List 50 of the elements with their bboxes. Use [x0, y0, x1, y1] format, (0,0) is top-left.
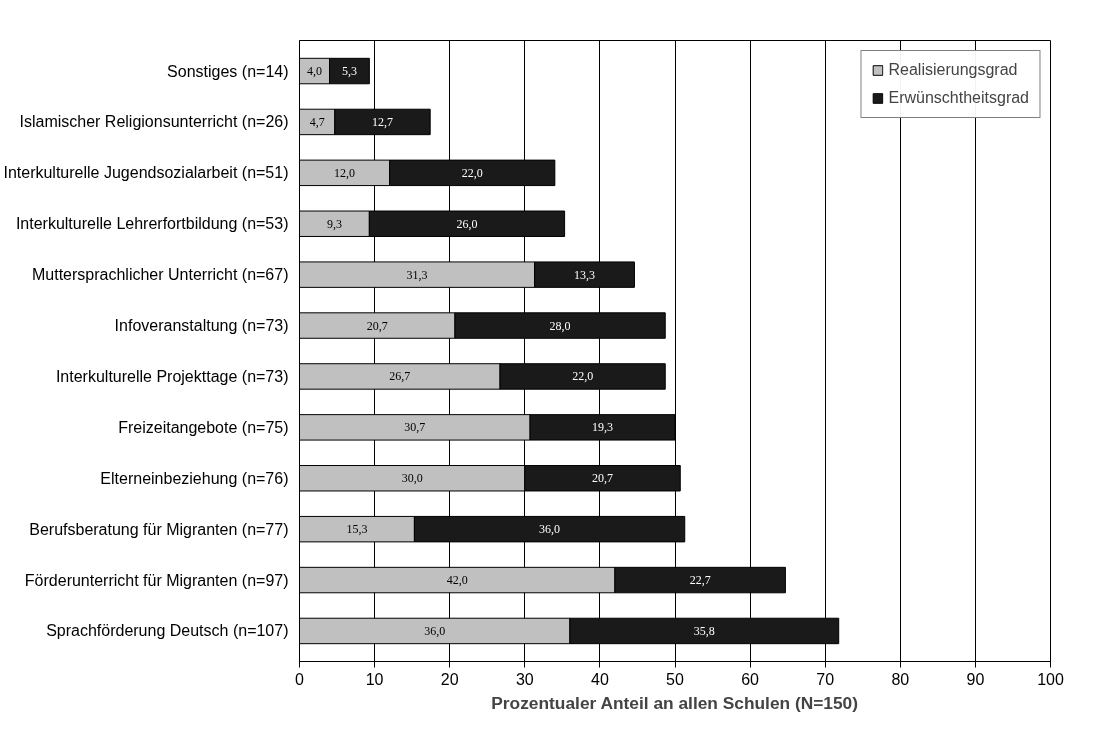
data-label: 26,0 — [456, 216, 478, 231]
y-tick-label: Interkulturelle Projekttage (n=73) — [55, 367, 289, 385]
data-label: 20,7 — [592, 471, 614, 486]
data-label: 36,0 — [539, 522, 561, 537]
data-label: 5,3 — [341, 64, 357, 79]
x-tick-label: 100 — [1037, 670, 1064, 688]
data-label: 35,8 — [693, 623, 715, 638]
data-label: 4,0 — [307, 64, 323, 79]
x-axis-title: Prozentualer Anteil an allen Schulen (N=150) — [491, 692, 859, 713]
data-label: 30,0 — [401, 471, 423, 486]
y-tick-label: Elterneinbeziehung (n=76) — [100, 469, 289, 487]
y-tick-label: Sprachförderung Deutsch (n=107) — [46, 622, 289, 640]
y-tick-label: Infoveranstaltung (n=73) — [114, 317, 289, 335]
legend-label: Realisierungsgrad — [888, 61, 1018, 79]
data-label: 30,7 — [404, 420, 426, 435]
x-tick-label: 20 — [440, 670, 459, 688]
x-tick-label: 80 — [891, 670, 910, 688]
legend-label: Erwünschtheitsgrad — [888, 89, 1029, 107]
data-label: 19,3 — [592, 420, 614, 435]
y-tick-label: Interkulturelle Lehrerfortbildung (n=53) — [15, 215, 289, 233]
x-tick-label: 10 — [365, 670, 384, 688]
data-label: 12,0 — [334, 165, 356, 180]
data-label: 4,7 — [309, 114, 325, 129]
x-tick-label: 0 — [295, 670, 305, 688]
x-tick-label: 90 — [966, 670, 985, 688]
data-label: 22,0 — [461, 165, 483, 180]
x-tick-label: 60 — [741, 670, 760, 688]
y-tick-label: Berufsberatung für Migranten (n=77) — [29, 520, 289, 538]
x-tick-label: 40 — [591, 670, 609, 688]
y-tick-label: Islamischer Religionsunterricht (n=26) — [19, 113, 289, 131]
x-tick-label: 50 — [666, 670, 684, 688]
data-label: 9,3 — [326, 216, 342, 231]
data-label: 12,7 — [371, 114, 393, 129]
data-label: 15,3 — [346, 522, 368, 537]
data-label: 22,7 — [689, 573, 711, 588]
y-tick-label: Freizeitangebote (n=75) — [118, 418, 289, 436]
data-label: 20,7 — [366, 318, 388, 333]
y-tick-label: Sonstiges (n=14) — [167, 62, 289, 80]
data-label: 28,0 — [549, 318, 571, 333]
x-tick-label: 70 — [816, 670, 835, 688]
y-tick-label: Förderunterricht für Migranten (n=97) — [24, 571, 289, 589]
data-label: 42,0 — [446, 573, 468, 588]
data-label: 13,3 — [574, 267, 595, 282]
data-label: 36,0 — [424, 623, 446, 638]
y-tick-label: Muttersprachlicher Unterricht (n=67) — [31, 266, 289, 284]
data-label: 31,3 — [406, 267, 428, 282]
data-label: 22,0 — [572, 369, 594, 384]
x-tick-label: 30 — [515, 670, 534, 688]
data-label: 26,7 — [389, 369, 411, 384]
y-tick-label: Interkulturelle Jugendsozialarbeit (n=51) — [3, 164, 289, 182]
